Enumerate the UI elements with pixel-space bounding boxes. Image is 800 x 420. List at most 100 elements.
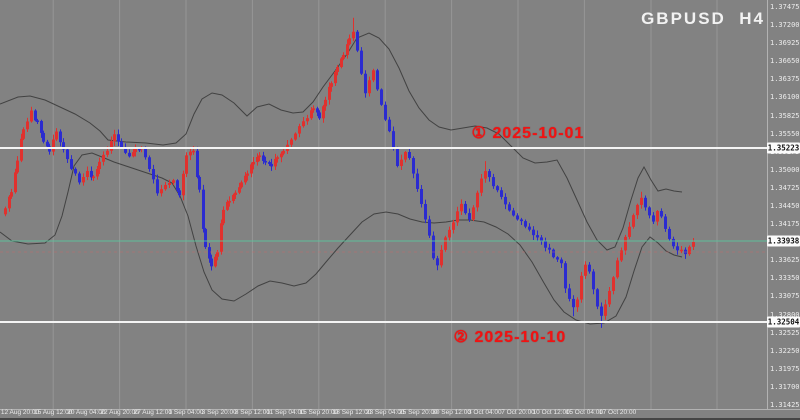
candle-bearish (424, 204, 427, 220)
candle-bearish (90, 170, 93, 178)
candle-bullish (628, 226, 631, 237)
time-axis-label: 30 Sep 12:00 (432, 409, 471, 416)
candle-bullish (290, 139, 293, 145)
price-axis-label: 1.32250 (770, 346, 800, 355)
candle-bearish (70, 159, 73, 169)
candle-bearish (384, 104, 387, 120)
candle-bearish (152, 169, 155, 180)
candle-bearish (672, 238, 675, 247)
candle-bearish (660, 211, 663, 217)
candle-bearish (600, 306, 603, 316)
price-axis-border (767, 0, 768, 409)
candle-bullish (232, 194, 235, 201)
candle-bullish (113, 134, 116, 142)
candle-bearish (392, 131, 395, 150)
candle-bullish (102, 154, 105, 162)
candle-bearish (42, 132, 45, 142)
time-axis-label: 8 Sep 12:00 (234, 409, 270, 416)
candle-bearish (644, 197, 647, 208)
candle-bearish (66, 149, 69, 160)
candle-bullish (238, 187, 241, 193)
candle-bearish (74, 168, 77, 174)
candle-bullish (160, 189, 163, 194)
time-axis-label: 20 Aug 04:00 (67, 409, 106, 416)
candle-bullish (612, 277, 615, 291)
price-axis-label: 1.37475 (770, 3, 800, 11)
candle-bullish (164, 184, 167, 190)
support-price-tag[interactable]: 1.32504 (767, 316, 800, 328)
candle-bullish (322, 106, 325, 119)
resistance-price-tag[interactable]: 1.35223 (767, 142, 800, 154)
candle-bullish (480, 178, 483, 193)
candle-bearish (468, 213, 471, 220)
price-axis-label: 1.32525 (770, 328, 800, 337)
candle-bearish (117, 134, 120, 142)
candle-bullish (134, 148, 137, 153)
candle-bearish (59, 131, 62, 143)
candle-bullish (220, 223, 223, 252)
time-axis-label: 15 Oct 04:00 (565, 409, 604, 416)
candle-bullish (484, 171, 487, 179)
annotation-date-1[interactable]: ① 2025-10-01 (471, 125, 585, 142)
price-axis-label: 1.35825 (770, 111, 800, 120)
candle-bearish (684, 249, 687, 255)
candle-bearish (668, 228, 671, 239)
candle-bullish (604, 304, 607, 316)
price-axis-label: 1.34175 (770, 220, 800, 229)
price-axis-label: 1.37200 (770, 21, 800, 30)
current-price-tag[interactable]: 1.33938 (767, 235, 800, 247)
candle-bullish (444, 237, 447, 250)
candle-bearish (500, 190, 503, 197)
candle-bullish (636, 204, 639, 216)
annotation-date-2[interactable]: ② 2025-10-10 (453, 329, 567, 346)
candle-bullish (26, 121, 29, 130)
price-axis-label: 1.34450 (770, 201, 800, 210)
candle-bullish (620, 250, 623, 261)
candle-bullish (16, 160, 19, 173)
candle-bearish (148, 157, 151, 170)
candle-bullish (214, 256, 217, 267)
candle-bearish (262, 155, 265, 161)
candle-bullish (334, 71, 337, 84)
price-axis-label: 1.33350 (770, 274, 800, 283)
candle-bearish (596, 289, 599, 307)
candle-bullish (52, 139, 55, 152)
candle-bullish (55, 131, 58, 140)
candle-bearish (564, 263, 567, 289)
candle-bullish (298, 126, 301, 134)
candle-bearish (496, 186, 499, 191)
candle-bullish (372, 70, 375, 81)
candle-bullish (226, 201, 229, 210)
candle-bullish (340, 58, 343, 68)
candle-bearish (198, 176, 201, 190)
candle-bullish (306, 118, 309, 122)
candle-bearish (532, 229, 535, 236)
candle-bearish (78, 173, 81, 183)
candle-bullish (185, 155, 188, 174)
candle-bullish (274, 158, 277, 167)
candle-bullish (404, 152, 407, 160)
candle-bearish (512, 210, 515, 216)
candle-bearish (48, 146, 51, 152)
candle-bearish (492, 177, 495, 187)
time-axis-border (0, 409, 800, 410)
candle-bearish (208, 247, 211, 259)
candle-bearish (508, 204, 511, 211)
time-axis-label: 3 Sep 20:00 (201, 409, 237, 416)
candle-bullish (330, 83, 333, 87)
candle-bullish (106, 150, 109, 155)
candle-bullish (110, 141, 113, 151)
time-axis-label: 11 Sep 04:00 (266, 409, 305, 416)
candle-bullish (352, 31, 355, 39)
candle-bullish (472, 207, 475, 220)
candle-bullish (216, 251, 219, 257)
candle-bullish (189, 151, 192, 156)
candle-bearish (544, 241, 547, 248)
candle-bullish (312, 108, 315, 111)
candle-bearish (376, 70, 379, 90)
candle-bearish (572, 298, 575, 308)
candle-bearish (156, 179, 159, 194)
candle-bearish (420, 188, 423, 205)
candle-bearish (196, 150, 199, 177)
